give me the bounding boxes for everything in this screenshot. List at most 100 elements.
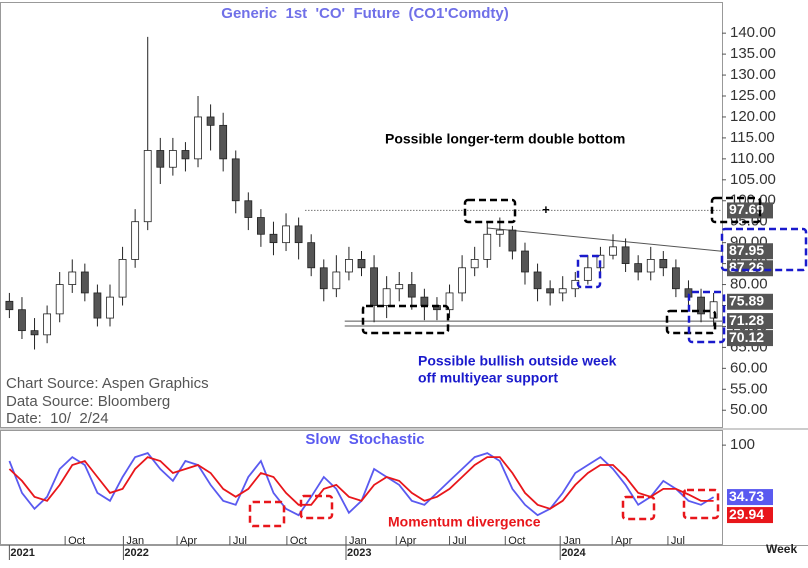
candle-body bbox=[395, 284, 404, 290]
candle-body bbox=[634, 263, 643, 273]
x-tick-label: Jan bbox=[349, 535, 367, 547]
candle-body bbox=[269, 233, 278, 244]
y-tick-label: 140.00 bbox=[730, 24, 776, 41]
box bbox=[361, 304, 450, 335]
year-label: 2024 bbox=[561, 547, 586, 559]
year-label: 2021 bbox=[10, 547, 34, 559]
candle-body bbox=[546, 288, 555, 294]
candle-body bbox=[508, 229, 517, 252]
candle-body bbox=[244, 200, 253, 218]
source-text: Chart Source: Aspen Graphics bbox=[6, 375, 209, 392]
annotation: Momentum divergence bbox=[388, 514, 541, 530]
candle-body bbox=[609, 246, 617, 256]
y-tick-label: 60.00 bbox=[730, 359, 768, 376]
annotation: off multiyear support bbox=[418, 370, 558, 386]
candle-body bbox=[583, 267, 592, 281]
year-label: 2023 bbox=[347, 547, 371, 559]
price-label-bg bbox=[727, 330, 773, 347]
price-label-bg bbox=[727, 260, 773, 277]
box bbox=[576, 254, 602, 289]
main-panel bbox=[0, 2, 723, 428]
candle-body bbox=[357, 259, 366, 269]
candle-body bbox=[445, 292, 454, 311]
x-tick-label: Oct bbox=[68, 535, 85, 547]
box bbox=[463, 198, 517, 224]
box bbox=[687, 290, 726, 344]
annotation: Possible longer-term double bottom bbox=[385, 131, 625, 147]
candle-body bbox=[80, 271, 89, 294]
candle-body bbox=[495, 229, 504, 235]
stoch-line bbox=[8, 456, 714, 510]
price-label: 87.26 bbox=[729, 259, 764, 275]
y-tick-label: 115.00 bbox=[730, 129, 775, 146]
candle-body bbox=[332, 271, 341, 290]
x-axis-label: Week bbox=[766, 542, 797, 556]
candle-body bbox=[345, 259, 353, 273]
price-label: 75.89 bbox=[729, 292, 764, 308]
candle-body bbox=[407, 284, 416, 298]
candle-body bbox=[483, 233, 492, 260]
box bbox=[665, 309, 717, 335]
source-text: Date: 10/ 2/24 bbox=[6, 410, 109, 427]
candle-body bbox=[156, 150, 165, 168]
marker: + bbox=[542, 202, 550, 217]
x-tick-label: Oct bbox=[508, 535, 525, 547]
candle-body bbox=[55, 284, 64, 315]
x-tick-label: Jul bbox=[453, 535, 467, 547]
candle-body bbox=[458, 267, 467, 294]
candle-body bbox=[231, 158, 240, 202]
price-label-bg bbox=[727, 313, 773, 330]
candle-body bbox=[307, 242, 316, 269]
candle-body bbox=[181, 150, 190, 160]
trend-line bbox=[487, 227, 723, 252]
price-label: 87.95 bbox=[729, 242, 764, 258]
y-tick-label: 100 bbox=[730, 436, 755, 453]
candle-body bbox=[382, 288, 391, 306]
price-label-bg bbox=[727, 243, 773, 260]
candle-body bbox=[143, 150, 152, 223]
price-label-bg bbox=[727, 293, 773, 310]
candle-body bbox=[646, 259, 655, 273]
annotation: Possible bullish outside week bbox=[418, 353, 617, 369]
stoch-panel bbox=[0, 430, 723, 545]
x-tick-label: Jan bbox=[126, 535, 144, 547]
candle-body bbox=[206, 116, 215, 126]
y-tick-label: 50.00 bbox=[730, 401, 768, 418]
y-tick-label: 130.00 bbox=[730, 66, 776, 83]
candle-body bbox=[470, 259, 479, 269]
candle-body bbox=[256, 217, 265, 235]
candle-body bbox=[219, 124, 228, 160]
candle-body bbox=[282, 225, 290, 244]
y-tick-label: 110.00 bbox=[730, 150, 775, 167]
price-label: 71.28 bbox=[729, 312, 764, 328]
candle-body bbox=[709, 301, 718, 319]
candle-body bbox=[659, 259, 668, 269]
y-tick-label: 120.00 bbox=[730, 108, 776, 125]
candle-body bbox=[5, 300, 14, 311]
x-tick-label: Jul bbox=[671, 535, 685, 547]
candle-body bbox=[370, 267, 378, 306]
candle-body bbox=[697, 296, 705, 315]
source-text: Data Source: Bloomberg bbox=[6, 393, 170, 410]
candle-body bbox=[671, 267, 680, 290]
price-label: 97.69 bbox=[729, 201, 764, 217]
value-label: 29.94 bbox=[729, 506, 764, 522]
candle-body bbox=[30, 330, 39, 336]
x-tick-label: Jul bbox=[233, 535, 247, 547]
candle-body bbox=[118, 259, 127, 298]
candle-body bbox=[621, 246, 630, 265]
candle-body bbox=[533, 271, 542, 290]
x-tick-label: Oct bbox=[290, 535, 307, 547]
candle-body bbox=[294, 225, 303, 244]
value-label: 34.73 bbox=[729, 488, 764, 504]
value-label-bg bbox=[727, 489, 773, 506]
box bbox=[710, 196, 762, 224]
candle-body bbox=[131, 221, 140, 260]
y-tick-label: 80.00 bbox=[730, 276, 768, 293]
highlight-boxes bbox=[248, 196, 808, 528]
candle-body bbox=[319, 267, 328, 290]
candle-body bbox=[168, 150, 177, 168]
candle-body bbox=[420, 296, 429, 306]
y-tick-label: 135.00 bbox=[730, 45, 776, 62]
box bbox=[621, 495, 656, 521]
